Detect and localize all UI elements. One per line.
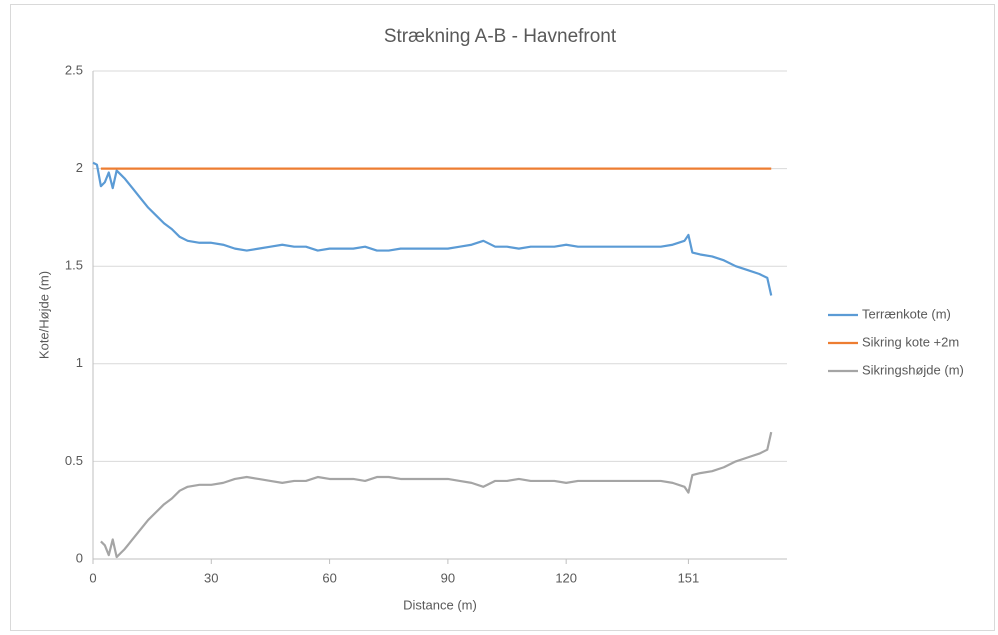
y-tick-label: 2 [76, 160, 83, 175]
legend-label: Sikring kote +2m [862, 334, 959, 349]
x-tick-label: 30 [204, 570, 218, 585]
y-tick-label: 0 [76, 550, 83, 565]
series-line [92, 161, 773, 296]
y-tick-label: 1 [76, 355, 83, 370]
x-tick-label: 90 [441, 570, 455, 585]
series-line [100, 431, 773, 559]
y-axis-label: Kote/Højde (m) [36, 271, 51, 359]
y-tick-label: 1.5 [65, 258, 83, 273]
x-tick-label: 60 [322, 570, 336, 585]
x-axis-label: Distance (m) [403, 597, 477, 612]
y-tick-label: 0.5 [65, 453, 83, 468]
chart-title: Strækning A-B - Havnefront [384, 26, 617, 47]
legend-label: Sikringshøjde (m) [862, 362, 964, 377]
y-tick-label: 2.5 [65, 62, 83, 77]
x-tick-label: 0 [89, 570, 96, 585]
x-tick-label: 151 [678, 570, 700, 585]
legend-label: Terrænkote (m) [862, 306, 951, 321]
x-tick-label: 120 [555, 570, 577, 585]
chart-border [10, 4, 995, 631]
